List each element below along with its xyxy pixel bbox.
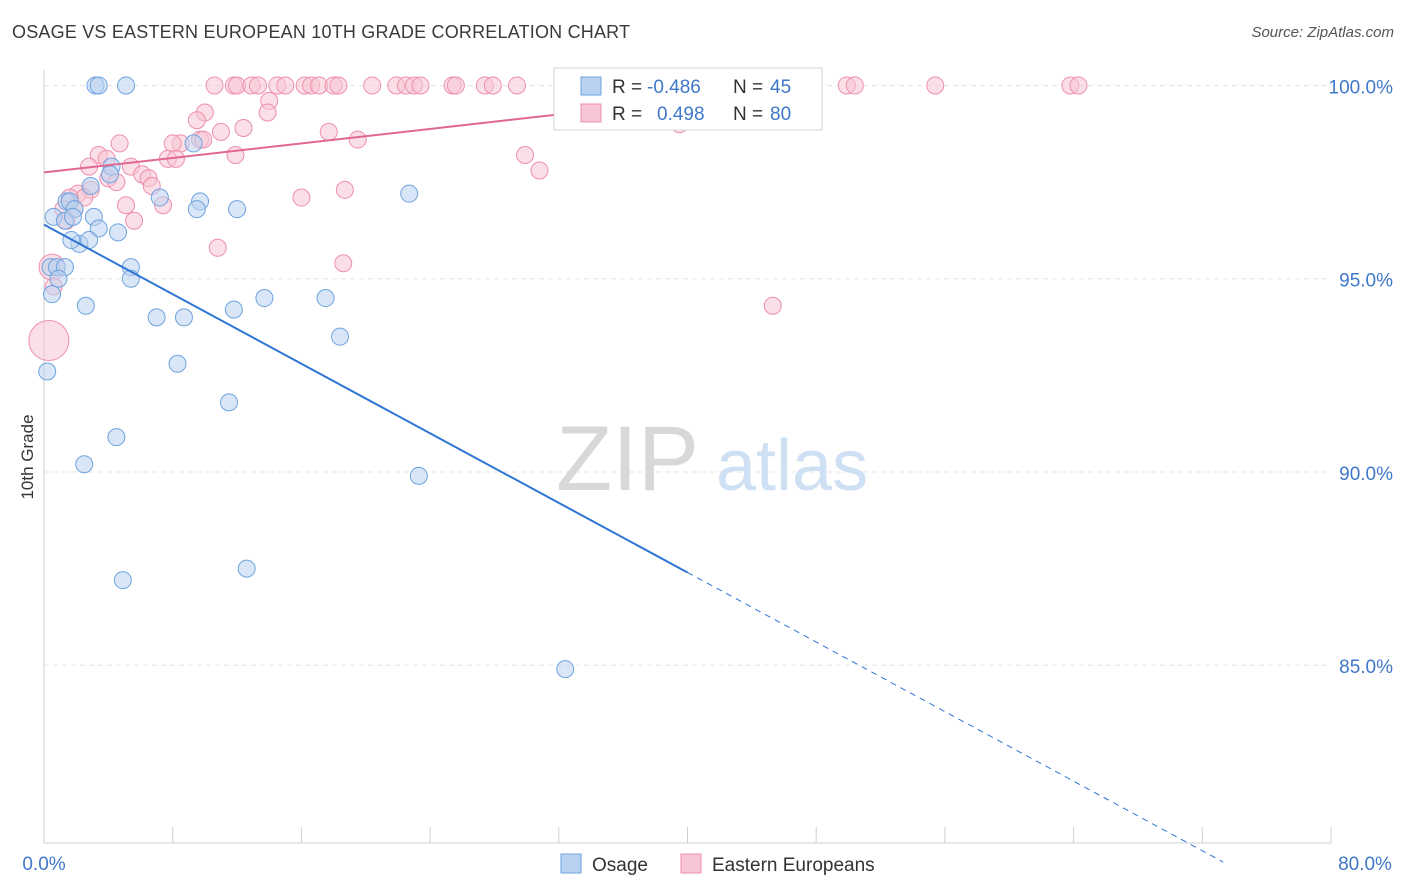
eastern-europeans-point xyxy=(516,146,535,165)
y-tick-label: 100.0% xyxy=(1329,77,1394,98)
eastern-europeans-point xyxy=(276,76,295,95)
osage-point xyxy=(43,285,62,304)
legend-swatch-osage xyxy=(580,76,602,96)
eastern-europeans-point xyxy=(926,76,945,95)
osage-point xyxy=(89,76,108,95)
y-tick-label: 85.0% xyxy=(1339,657,1393,678)
eastern-europeans-point xyxy=(187,111,206,130)
eastern-europeans-point xyxy=(446,76,465,95)
eastern-europeans-point xyxy=(125,211,144,230)
y-tick-label: 95.0% xyxy=(1339,271,1393,292)
osage-points xyxy=(38,76,575,679)
osage-point xyxy=(331,327,350,346)
eastern-europeans-point xyxy=(1069,76,1088,95)
eastern-europeans-point xyxy=(319,122,338,141)
legend-r-value-osage: -0.486 xyxy=(647,77,701,98)
osage-point xyxy=(174,308,193,327)
eastern-europeans-point xyxy=(348,130,367,149)
bottom-legend-label-eastern: Eastern Europeans xyxy=(712,855,875,876)
osage-point xyxy=(107,428,126,447)
osage-point xyxy=(76,296,95,315)
osage-point xyxy=(147,308,166,327)
osage-point xyxy=(81,176,100,195)
osage-point xyxy=(49,269,68,288)
y-tick-label: 90.0% xyxy=(1339,464,1393,485)
eastern-europeans-point xyxy=(211,122,230,141)
osage-point xyxy=(187,200,206,219)
chart-title: OSAGE VS EASTERN EUROPEAN 10TH GRADE COR… xyxy=(12,22,631,42)
eastern-europeans-point xyxy=(334,254,353,273)
osage-point xyxy=(224,300,243,319)
legend-swatch-eastern xyxy=(580,103,602,123)
chart-source: Source: ZipAtlas.com xyxy=(1251,24,1394,41)
legend-n-value-osage: 45 xyxy=(770,77,791,98)
y-axis-title: 10th Grade xyxy=(18,414,37,499)
stats-legend: R = -0.486 N = 45 R = 0.498 N = 80 xyxy=(553,67,823,131)
axis-layer: 0.0% 80.0% xyxy=(22,70,1392,875)
grid-layer: 85.0% 90.0% 95.0% 100.0% xyxy=(44,77,1393,678)
eastern-europeans-point xyxy=(110,134,129,153)
osage-point xyxy=(237,559,256,578)
eastern-europeans-point xyxy=(226,146,245,165)
eastern-europeans-point xyxy=(845,76,864,95)
osage-point xyxy=(63,207,82,226)
eastern-europeans-point xyxy=(530,161,549,180)
x-tick-label: 0.0% xyxy=(22,854,65,875)
osage-point xyxy=(168,354,187,373)
osage-point xyxy=(400,184,419,203)
eastern-europeans-point xyxy=(208,238,227,257)
eastern-europeans-point xyxy=(329,76,348,95)
x-tick-label: 80.0% xyxy=(1338,854,1392,875)
osage-point xyxy=(150,188,169,207)
osage-point xyxy=(113,571,132,590)
eastern-europeans-point xyxy=(28,320,70,362)
eastern-europeans-point xyxy=(363,76,382,95)
eastern-europeans-point xyxy=(292,188,311,207)
legend-n-label-osage: N = xyxy=(733,77,763,98)
osage-point xyxy=(75,455,94,474)
osage-point xyxy=(184,134,203,153)
osage-trend-extension xyxy=(687,572,1224,863)
osage-point xyxy=(255,289,274,308)
legend-r-label-osage: R = xyxy=(612,77,642,98)
osage-point xyxy=(89,219,108,238)
eastern-europeans-point xyxy=(163,134,182,153)
eastern-europeans-point xyxy=(205,76,224,95)
series-legend: Osage Eastern Europeans xyxy=(560,853,875,876)
eastern-europeans-point xyxy=(335,180,354,199)
legend-n-label-eastern: N = xyxy=(733,104,763,125)
osage-point xyxy=(228,200,247,219)
osage-point xyxy=(409,466,428,485)
osage-point xyxy=(220,393,239,412)
osage-point xyxy=(117,76,136,95)
eastern-europeans-point xyxy=(117,196,136,215)
bottom-legend-swatch-osage xyxy=(560,853,582,874)
eastern-europeans-point xyxy=(258,103,277,122)
eastern-europeans-point xyxy=(483,76,502,95)
legend-n-value-eastern: 80 xyxy=(770,104,791,125)
legend-r-label-eastern: R = xyxy=(612,104,642,125)
eastern-europeans-point xyxy=(763,296,782,315)
osage-point xyxy=(556,660,575,679)
osage-point xyxy=(109,223,128,242)
watermark-atlas: atlas xyxy=(716,426,868,506)
bottom-legend-label-osage: Osage xyxy=(592,855,648,876)
legend-r-value-eastern: 0.498 xyxy=(657,104,705,125)
eastern-europeans-point xyxy=(507,76,526,95)
osage-trend-line xyxy=(43,223,688,574)
y-axis-title-group: 10th Grade xyxy=(18,414,37,499)
watermark-zip: ZIP xyxy=(556,408,699,510)
eastern-europeans-point xyxy=(411,76,430,95)
osage-point xyxy=(100,165,119,184)
osage-point xyxy=(121,269,140,288)
watermark: ZIP atlas xyxy=(556,408,868,510)
bottom-legend-swatch-eastern xyxy=(680,853,702,874)
osage-point xyxy=(316,289,335,308)
eastern-europeans-point xyxy=(234,118,253,137)
osage-point xyxy=(38,362,57,381)
eastern-europeans-point xyxy=(248,76,267,95)
